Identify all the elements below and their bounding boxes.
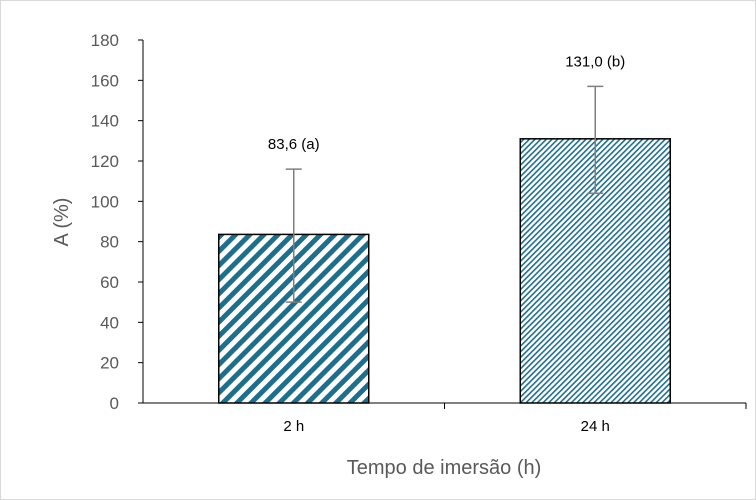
y-tick-label: 100 — [91, 192, 119, 211]
y-tick-label: 160 — [91, 71, 119, 90]
y-tick-label: 40 — [100, 313, 119, 332]
data-label: 83,6 (a) — [268, 136, 320, 153]
y-tick-label: 180 — [91, 31, 119, 50]
x-axis-ticks: 2 h 24 h — [283, 403, 747, 435]
y-tick-label: 80 — [100, 233, 119, 252]
x-tick-label: 2 h — [283, 418, 304, 435]
y-axis-ticks: 0 20 40 60 80 100 120 140 160 180 — [91, 31, 143, 413]
y-tick-label: 20 — [100, 354, 119, 373]
y-tick-label: 0 — [110, 394, 119, 413]
y-tick-label: 120 — [91, 152, 119, 171]
bars-group: 83,6 (a) 131,0 (b) — [218, 53, 671, 404]
y-tick-label: 140 — [91, 112, 119, 131]
x-tick-label: 24 h — [581, 418, 610, 435]
y-axis-title: A (%) — [51, 198, 73, 247]
y-tick-label: 60 — [100, 273, 119, 292]
x-axis-title: Tempo de imersão (h) — [347, 457, 542, 479]
data-label: 131,0 (b) — [565, 53, 625, 70]
